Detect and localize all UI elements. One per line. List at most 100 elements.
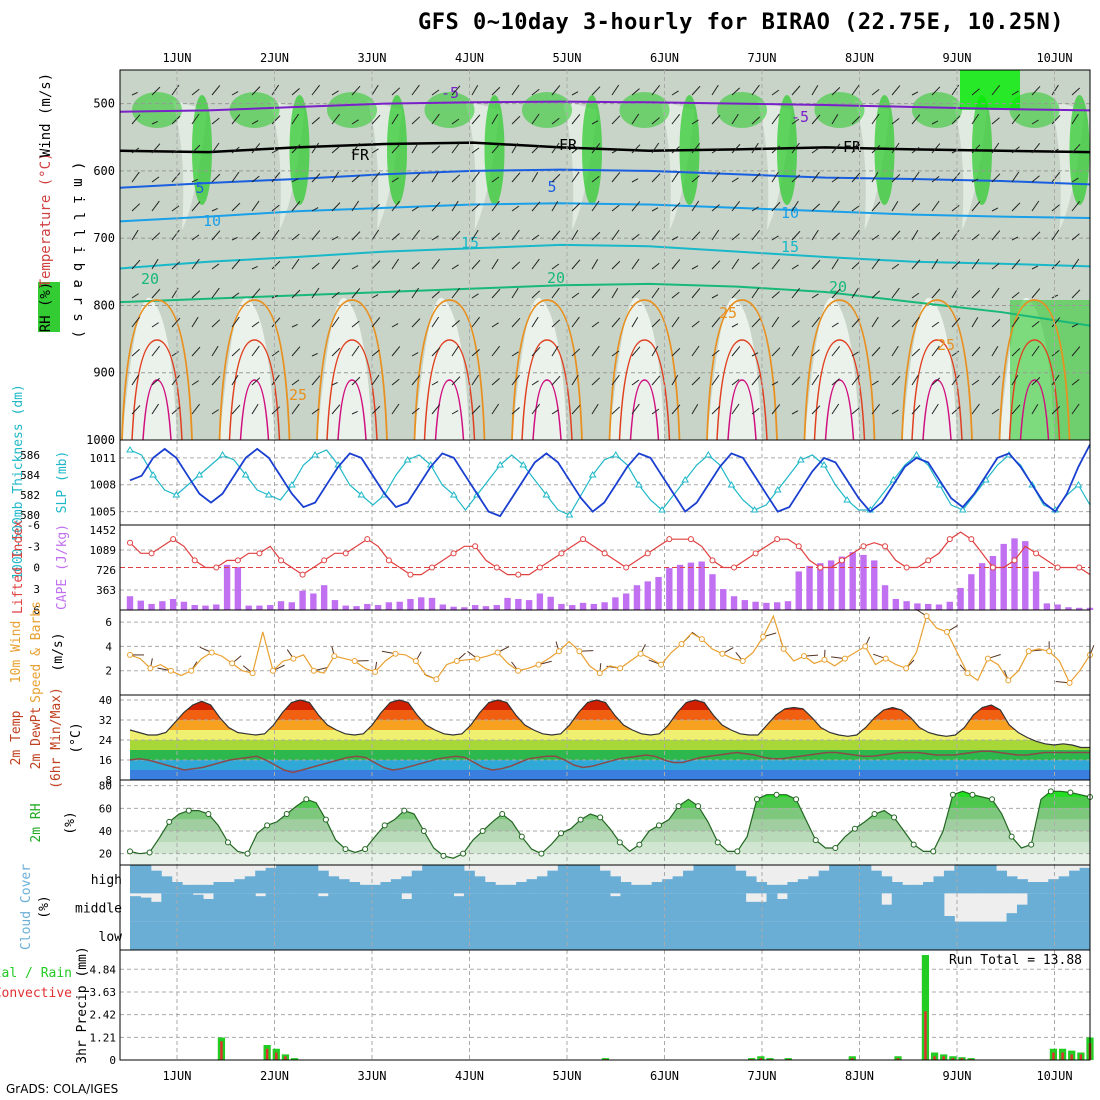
wind-barb	[971, 234, 980, 241]
cape-bar	[461, 607, 468, 610]
wind-barb	[231, 316, 240, 328]
date-label-bottom: 8JUN	[845, 1069, 874, 1083]
lifted-index-line-point	[536, 564, 543, 571]
wind-barb	[471, 171, 480, 183]
wind-barb	[411, 84, 420, 96]
wind-barb	[791, 376, 801, 386]
footer-credit: GrADS: COLA/IGES	[6, 1082, 119, 1096]
wind-speed-line-point	[780, 645, 787, 652]
lifted-index-line-point	[795, 543, 802, 550]
wind-barb	[691, 376, 701, 386]
rh2m-line-point	[636, 841, 643, 848]
wind-speed-line-point	[269, 667, 276, 674]
cloud-cell	[370, 884, 381, 894]
cape-bar	[687, 562, 695, 610]
cloud-cell	[223, 893, 235, 922]
wind-barb	[751, 262, 760, 270]
rh2m-line-point	[401, 807, 408, 814]
cloud-cell	[891, 893, 903, 922]
rh2m-line-point	[695, 803, 702, 810]
isotherm-warm-contour	[239, 379, 270, 441]
cloud-cell	[766, 893, 778, 922]
wind-tick-label: 4	[105, 640, 112, 653]
cloud-cell	[808, 921, 820, 950]
wind-barb	[311, 117, 320, 125]
cloud-cell	[234, 893, 246, 922]
wind-speed-line-point	[1066, 679, 1073, 686]
wind-barb	[731, 323, 739, 328]
rh-moist-patch	[814, 92, 865, 128]
cloud-cell	[808, 876, 820, 894]
wind-barb	[251, 288, 261, 299]
wind-barb	[291, 201, 301, 212]
cloud-cell	[714, 893, 726, 922]
thickness-line-point	[496, 461, 505, 468]
lifted-index-line-point	[385, 557, 392, 564]
wind-barb	[431, 201, 441, 212]
wind-barb	[211, 142, 220, 154]
cape-bar	[752, 601, 759, 610]
cloud-cell	[296, 921, 308, 950]
wind-barb	[471, 374, 480, 386]
wind-barb	[911, 114, 921, 125]
rh2m-line-point	[499, 811, 506, 817]
date-label-top: 2JUN	[260, 51, 289, 65]
wind-barb	[251, 200, 260, 212]
wind-barb	[611, 204, 620, 212]
rh2m-line-point	[264, 822, 271, 829]
wind-barb	[131, 348, 140, 357]
wind-barb	[251, 403, 259, 415]
wind-barb	[411, 287, 420, 299]
cape-bar	[1000, 543, 1007, 610]
wind-barb	[311, 318, 321, 328]
cloud-cell	[589, 865, 601, 894]
cloud-cell	[516, 882, 528, 894]
wind-speed-line-point	[229, 660, 236, 667]
cloud-cell	[505, 893, 517, 922]
contour-label: 10	[781, 204, 799, 222]
rh-moist-patch	[619, 92, 670, 128]
date-label-top: 1JUN	[163, 51, 192, 65]
wind-barb	[271, 204, 280, 212]
cloud-cell	[714, 921, 726, 950]
cloud-cell	[620, 921, 632, 950]
wind-barb	[531, 403, 541, 415]
precip-convective-bar	[265, 1048, 269, 1060]
wind-barb	[471, 293, 479, 299]
wind-barb	[691, 200, 700, 212]
lifted-index-line-point	[148, 550, 155, 557]
cloud-cell	[776, 899, 788, 922]
rh2m-line-point	[283, 811, 290, 817]
rh-moist-patch	[192, 95, 212, 205]
wind-barb	[131, 91, 138, 96]
cape-bar	[860, 554, 867, 610]
wind-barb	[671, 171, 680, 183]
cape-bar	[256, 605, 263, 610]
wind-barb	[971, 88, 980, 96]
temp-band	[130, 770, 1090, 780]
temp-band	[130, 750, 1090, 760]
cape-bar	[493, 605, 500, 610]
cape-bar	[353, 606, 360, 610]
cape-bar	[267, 605, 274, 610]
contour-label: 5	[547, 178, 556, 196]
cape-bar	[579, 602, 587, 610]
precip-tick-label: 1.21	[90, 1031, 117, 1044]
wind-barb	[351, 231, 361, 241]
cloud-cell	[307, 865, 319, 894]
wind-barb	[371, 374, 380, 386]
wind-barb	[591, 231, 601, 241]
wind-barb	[191, 403, 200, 415]
wind-barb	[491, 378, 500, 386]
wind-barb	[831, 322, 839, 328]
isotherm-warm-contour	[337, 379, 367, 441]
wind-barb	[151, 288, 161, 299]
wind-barb	[691, 404, 699, 415]
cloud-cell	[797, 879, 809, 894]
wind-barb	[811, 374, 820, 386]
wind-barb	[991, 375, 1001, 386]
wind-barb	[991, 345, 999, 357]
rh2m-line-point	[460, 850, 467, 857]
wind-barb	[651, 84, 661, 96]
